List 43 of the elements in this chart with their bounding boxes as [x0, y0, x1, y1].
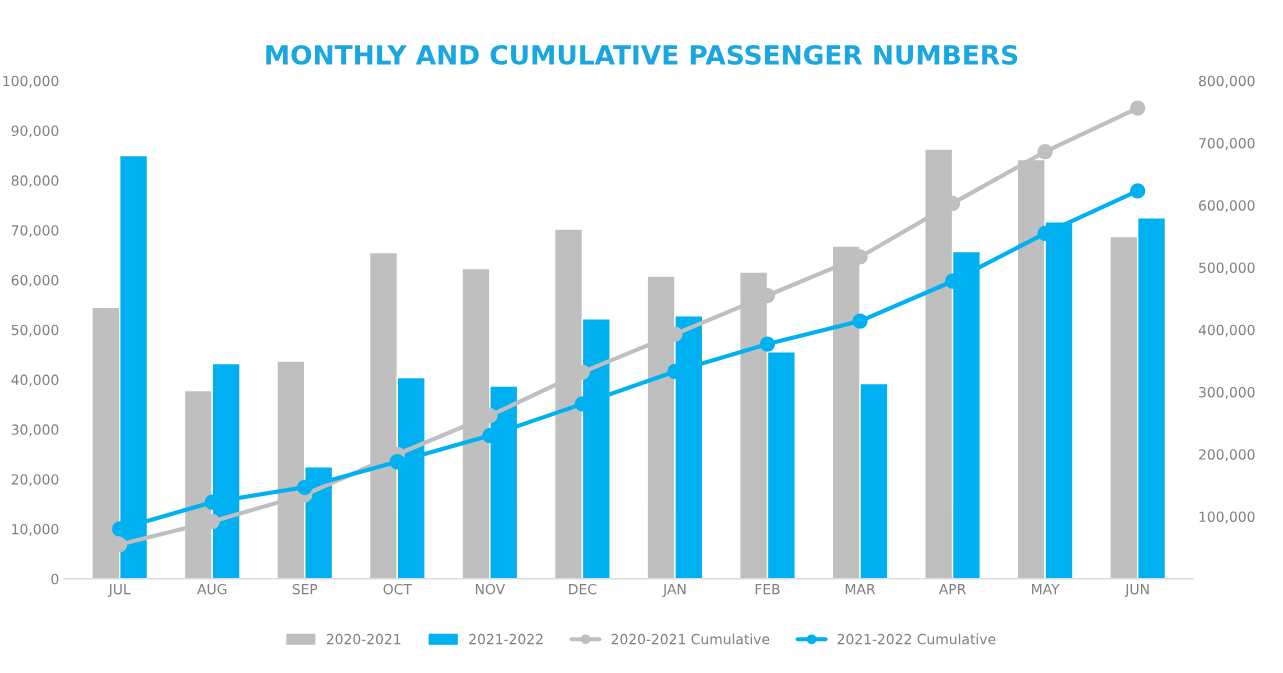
y-tick-label: 50,000 [11, 324, 59, 337]
x-tick-label: AUG [197, 583, 227, 595]
x-tick-label: JUL [107, 584, 131, 597]
legend-label: 2021-2022 Cumulative [837, 633, 996, 645]
y-tick-label: 100,000 [3, 75, 59, 88]
point [1130, 183, 1146, 199]
legend-label: 2020-2021 [326, 633, 401, 645]
x-tick-label: NOV [475, 583, 506, 595]
legend-label: 2021-2022 [469, 633, 543, 645]
point [1037, 144, 1053, 160]
x-tick-label: MAR [845, 584, 876, 595]
point [297, 479, 313, 495]
x-tick-label: JUN [1124, 584, 1149, 597]
y-tick-label: 90,000 [11, 125, 59, 138]
y2-tick-label: 400,000 [1198, 324, 1255, 337]
x-tick-label: OCT [383, 583, 412, 595]
y-tick-label: 60,000 [11, 274, 59, 287]
y-tick-label: 70,000 [11, 225, 59, 238]
x-tick-label: FEB [755, 584, 780, 595]
y-tick-label: 40,000 [11, 374, 59, 387]
x-tick-label: SEP [292, 583, 318, 595]
x-tick-label: APR [938, 584, 966, 595]
y-tick-label: 80,000 [11, 175, 59, 188]
chart-title: MONTHLY AND CUMULATIVE PASSENGER NUMBERS [266, 44, 1018, 65]
x-tick-label: JAN [662, 584, 686, 597]
y2-tick-label: 500,000 [1199, 262, 1255, 275]
legend-label: 2020-2021 Cumulative [611, 633, 770, 645]
x-tick-label: DEC [569, 583, 597, 595]
y-tick-label: 20,000 [11, 474, 59, 487]
y2-tick-label: 100,000 [1199, 511, 1255, 524]
point [852, 313, 868, 329]
point [389, 454, 405, 470]
x-tick-label: MAY [1032, 584, 1060, 595]
y2-tick-label: 300,000 [1199, 386, 1255, 399]
y-tick-label: 0 [51, 573, 59, 585]
point [759, 336, 776, 352]
y-tick-label: 10,000 [12, 523, 59, 536]
y2-tick-label: 200,000 [1199, 449, 1255, 462]
y2-tick-label: 800,000 [1198, 75, 1255, 88]
y-tick-label: 30,000 [11, 424, 59, 437]
y2-tick-label: 700,000 [1199, 137, 1255, 150]
point [1130, 100, 1146, 116]
y2-tick-label: 600,000 [1199, 200, 1255, 213]
